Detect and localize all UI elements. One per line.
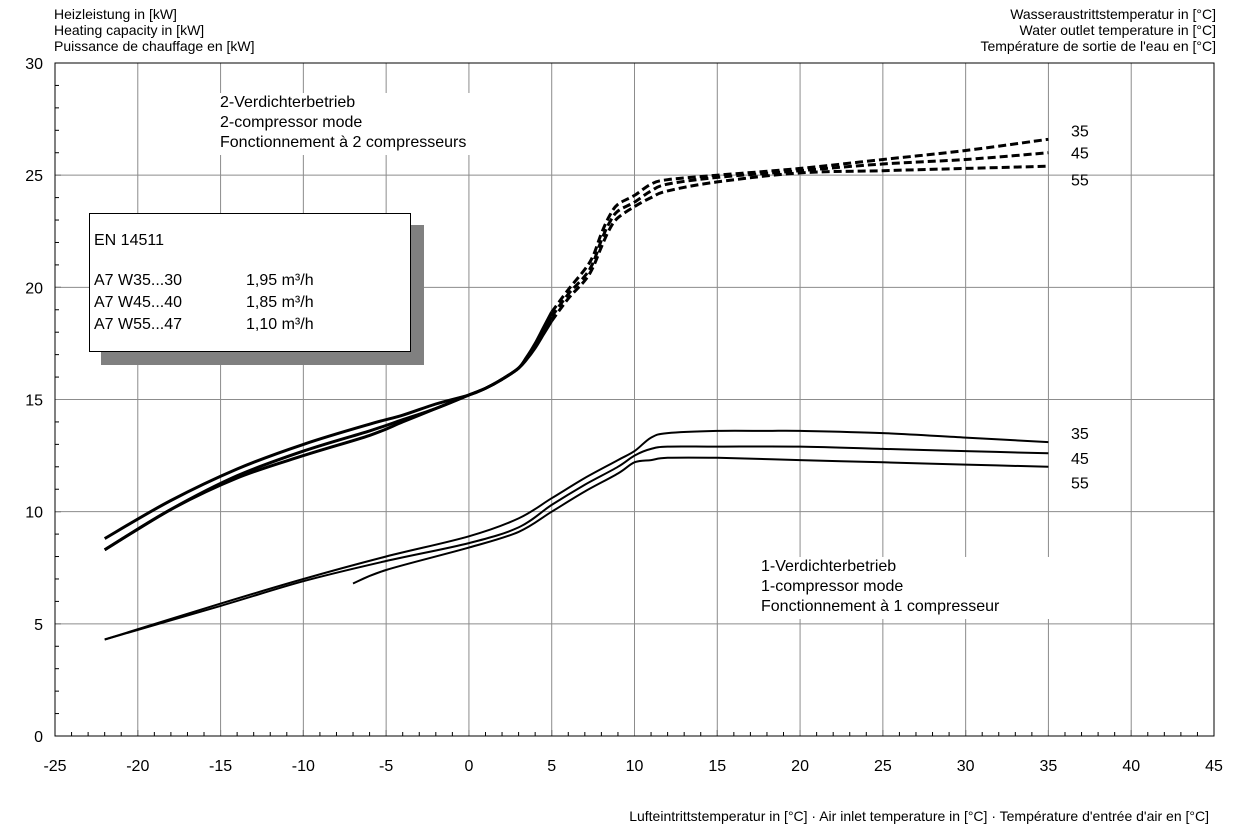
y-tick-label: 5 — [34, 617, 43, 634]
series-line-2-compressor-45-dashed — [550, 151, 1049, 318]
y-tick-label: 30 — [25, 56, 43, 73]
x-tick-label: 30 — [957, 758, 975, 775]
y-tick-label: 15 — [25, 393, 43, 410]
legend-row-label: A7 W35...30 — [94, 272, 183, 289]
y-tick-label: 25 — [25, 168, 43, 185]
gridlines — [55, 63, 1214, 736]
annotation-2-compressor-fr: Fonctionnement à 2 compresseurs — [220, 134, 467, 151]
y-axis-title-de: Heizleistung in [kW] — [54, 6, 177, 22]
y-axis-title: Heizleistung in [kW] Heating capacity in… — [54, 6, 255, 54]
series-legend-title: Wasseraustrittstemperatur in [°C] Water … — [980, 6, 1216, 54]
x-tick-label: -15 — [209, 758, 232, 775]
y-tick-label: 20 — [25, 280, 43, 297]
series-end-label: 35 — [1071, 123, 1089, 140]
y-tick-labels: 0 5 10 15 20 25 30 — [25, 56, 43, 746]
x-tick-label: 15 — [708, 758, 726, 775]
series-layer — [103, 137, 1049, 641]
legend-row-label: A7 W45...40 — [94, 294, 183, 311]
annotation-1-compressor-mode: 1-Verdichterbetrieb 1-compressor mode Fo… — [753, 557, 1080, 619]
series-end-label: 45 — [1071, 146, 1089, 163]
annotation-2-compressor-de: 2-Verdichterbetrieb — [220, 94, 356, 111]
x-tick-label: 5 — [547, 758, 556, 775]
plot-frame — [54, 62, 1215, 737]
series-end-label: 55 — [1071, 173, 1089, 190]
legend-row-label: A7 W55...47 — [94, 316, 183, 333]
x-tick-label: 20 — [791, 758, 809, 775]
series-legend-title-fr: Température de sortie de l'eau en [°C] — [980, 38, 1216, 54]
x-tick-label: -20 — [126, 758, 149, 775]
x-tick-label: 45 — [1205, 758, 1223, 775]
x-tick-label: -25 — [43, 758, 66, 775]
x-tick-label: -10 — [292, 758, 315, 775]
x-tick-label: 25 — [874, 758, 892, 775]
series-line-2-compressor-55 — [103, 320, 553, 552]
annotation-2-compressor-en: 2-compressor mode — [220, 114, 363, 131]
annotation-2-compressor-mode: 2-Verdichterbetrieb 2-compressor mode Fo… — [212, 93, 475, 155]
x-axis-title: Lufteintrittstemperatur in [°C] · Air in… — [629, 808, 1209, 824]
series-line-1-compressor-55 — [352, 456, 1049, 585]
series-end-labels: 35 45 55 35 45 55 — [1071, 123, 1089, 492]
series-end-label: 35 — [1071, 426, 1089, 443]
legend-row-value: 1,95 m³/h — [246, 272, 314, 289]
series-legend-title-de: Wasseraustrittstemperatur in [°C] — [1010, 6, 1216, 22]
series-end-label: 55 — [1071, 476, 1089, 493]
y-tick-label: 10 — [25, 505, 43, 522]
series-line-2-compressor-55-dashed — [550, 164, 1049, 322]
y-tick-label: 0 — [34, 729, 43, 746]
annotation-1-compressor-fr: Fonctionnement à 1 compresseur — [761, 598, 1000, 615]
x-tick-labels: -25 -20 -15 -10 -5 0 5 10 15 20 25 30 35 40 45 — [43, 758, 1223, 775]
legend-row-value: 1,10 m³/h — [246, 316, 314, 333]
y-axis-title-en: Heating capacity in [kW] — [54, 22, 205, 38]
annotation-1-compressor-en: 1-compressor mode — [761, 578, 904, 595]
series-end-label: 45 — [1071, 451, 1089, 468]
x-tick-label: -5 — [379, 758, 393, 775]
legend-row-value: 1,85 m³/h — [246, 294, 314, 311]
y-axis-title-fr: Puissance de chauffage en [kW] — [54, 38, 255, 54]
x-tick-label: 0 — [464, 758, 473, 775]
series-line-1-compressor-35 — [104, 429, 1049, 641]
series-line-1-compressor-45 — [104, 445, 1049, 641]
x-tick-label: 35 — [1040, 758, 1058, 775]
legend-box-title: EN 14511 — [94, 232, 164, 249]
x-tick-label: 10 — [626, 758, 644, 775]
series-legend-title-en: Water outlet temperature in [°C] — [1019, 22, 1217, 38]
x-tick-label: 40 — [1122, 758, 1140, 775]
en14511-legend-box: EN 14511 A7 W35...30 1,95 m³/h A7 W45...… — [89, 213, 411, 352]
annotation-1-compressor-de: 1-Verdichterbetrieb — [761, 558, 897, 575]
series-line-2-compressor-35-dashed — [550, 137, 1049, 313]
